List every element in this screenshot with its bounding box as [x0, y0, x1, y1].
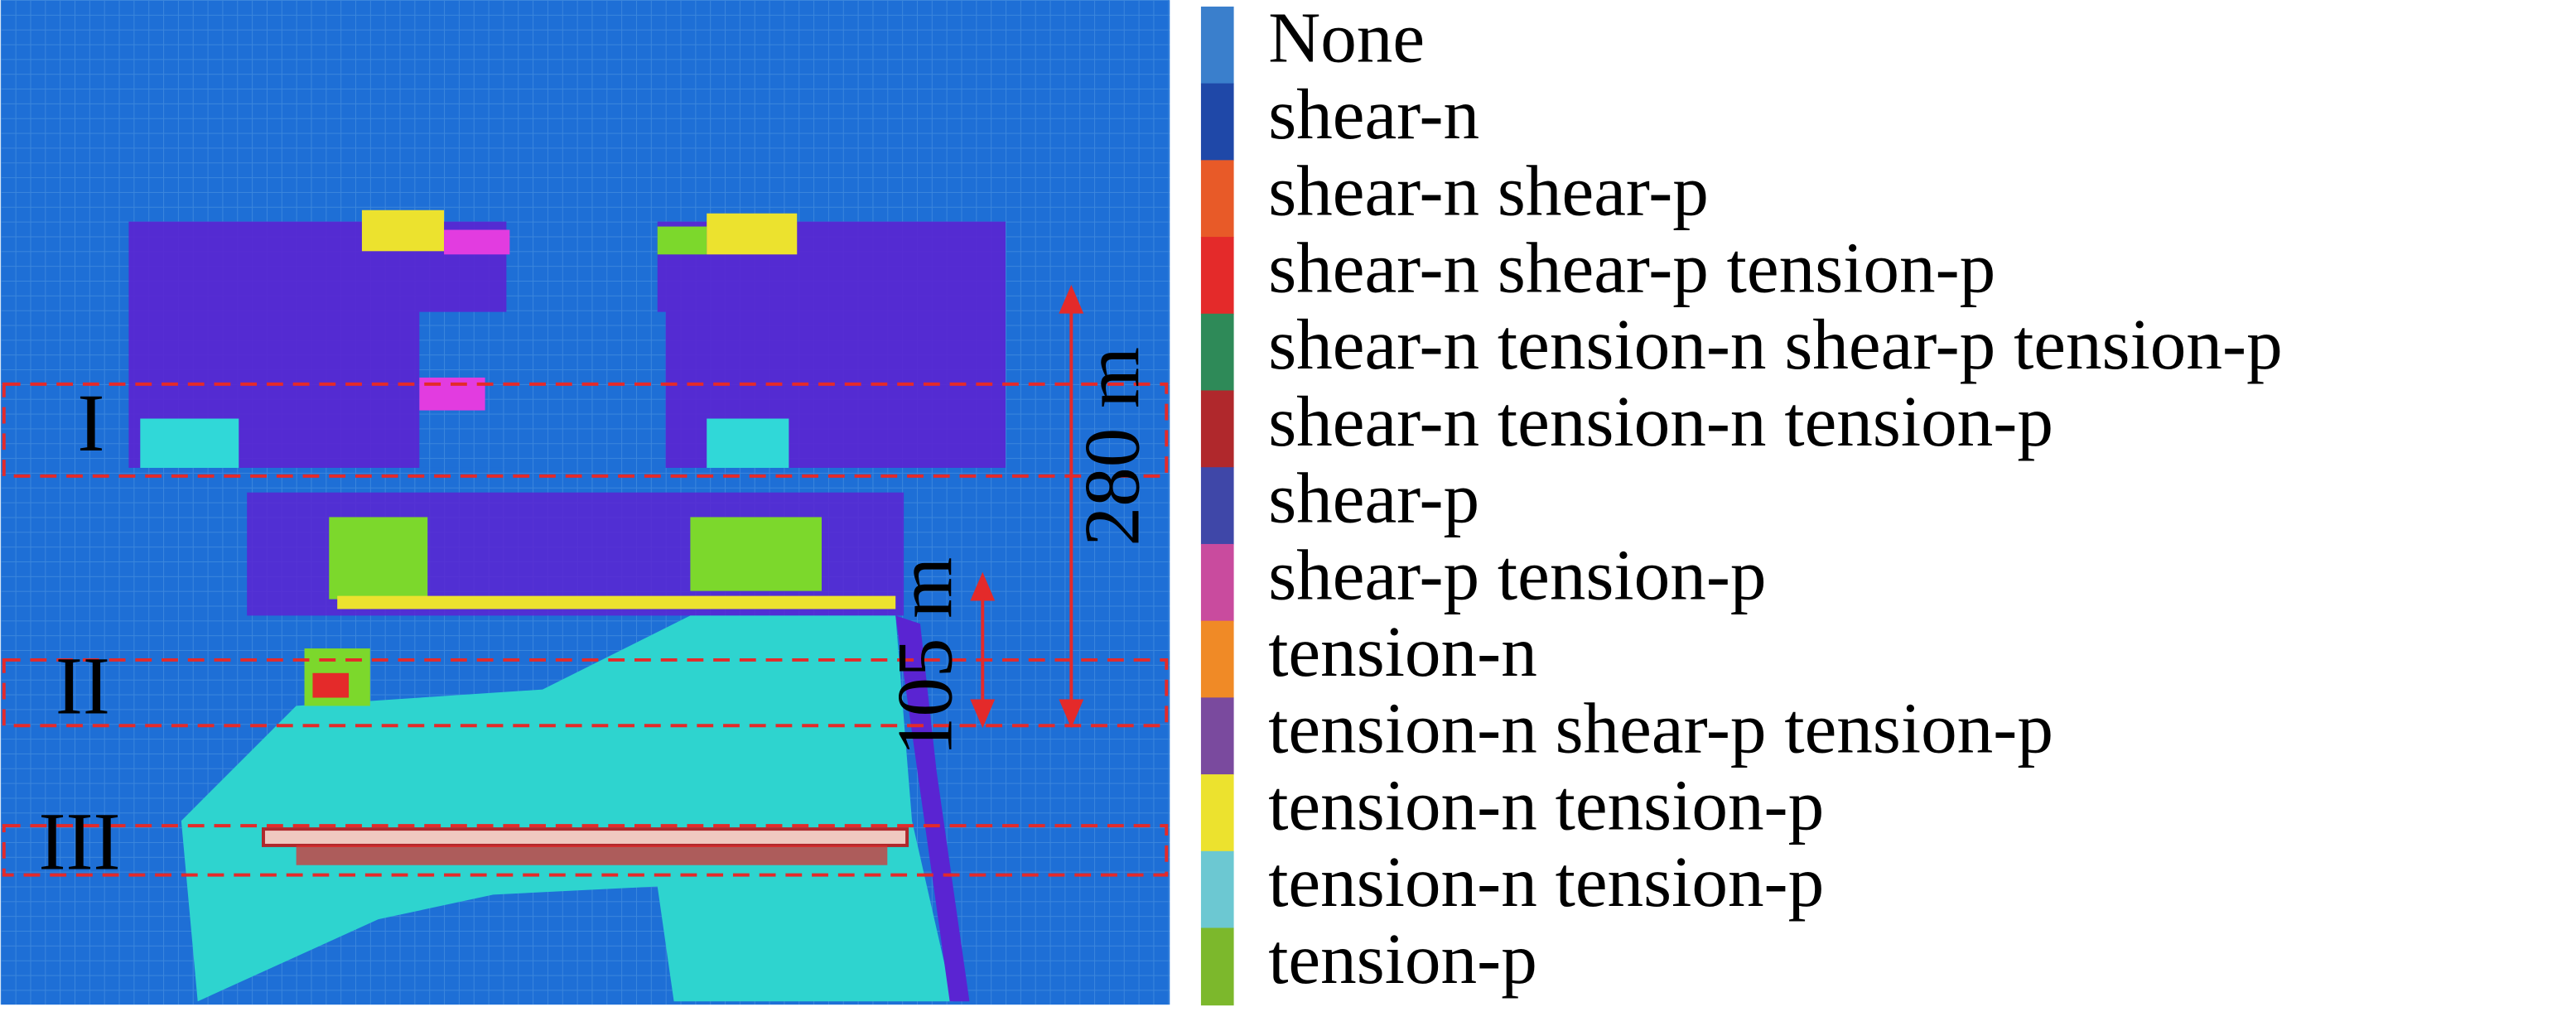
arrow-head — [970, 571, 996, 729]
legend-swatch — [1200, 467, 1234, 545]
plastic-zone — [361, 210, 445, 252]
zone-label: I — [77, 378, 104, 469]
plastic-zone — [657, 226, 707, 255]
legend-swatch — [1200, 160, 1234, 238]
legend-label: shear-n tension-n shear-p tension-p — [1268, 304, 2282, 384]
legend-label: tension-n shear-p tension-p — [1268, 688, 2053, 768]
legend-swatch — [1200, 543, 1234, 622]
dimension-label: 280 m — [1069, 347, 1156, 547]
legend-label: tension-n tension-p — [1268, 841, 1824, 922]
legend-label: tension-n tension-p — [1268, 764, 1824, 845]
legend-swatch — [1200, 850, 1234, 929]
legend-swatch — [1200, 390, 1234, 469]
plastic-zone — [312, 672, 350, 698]
legend-swatch — [1200, 620, 1234, 699]
legend-swatch — [1200, 697, 1234, 776]
contour-plot: I II III 280 m 105 m — [0, 0, 1170, 1005]
legend-swatch — [1200, 927, 1234, 1006]
legend-label: tension-n — [1268, 611, 1537, 691]
plastic-zone — [444, 229, 510, 255]
zone-label: III — [38, 797, 120, 888]
zone-box — [2, 658, 1169, 728]
plastic-zone — [296, 845, 888, 865]
legend-swatch — [1200, 6, 1234, 84]
legend-swatch — [1200, 313, 1234, 392]
plastic-zone — [707, 213, 798, 255]
plastic-zone — [337, 595, 896, 609]
legend-swatch — [1200, 774, 1234, 852]
plastic-zone — [895, 615, 970, 1002]
legend-label: shear-n shear-p tension-p — [1268, 227, 1995, 307]
plastic-zone — [181, 615, 953, 1002]
plastic-zone — [329, 517, 428, 600]
legend-label: shear-p tension-p — [1268, 534, 1766, 614]
legend-swatch — [1200, 237, 1234, 315]
legend-label: tension-p — [1268, 918, 1537, 999]
legend-label: shear-n tension-n tension-p — [1268, 381, 2053, 461]
roadway — [261, 827, 909, 847]
zone-box — [2, 824, 1169, 877]
legend-label: None — [1268, 0, 1425, 77]
legend-label: shear-p — [1268, 458, 1479, 538]
arrow-head — [1059, 284, 1084, 729]
zone-box — [2, 382, 1169, 478]
legend-swatch — [1200, 83, 1234, 161]
legend-label: shear-n shear-p — [1268, 151, 1709, 231]
plastic-zone — [140, 418, 239, 468]
dimension-label: 105 m — [881, 557, 969, 757]
plastic-zone — [707, 418, 789, 468]
plastic-zone — [690, 517, 822, 591]
zone-label: II — [55, 641, 110, 731]
legend-label: shear-n — [1268, 74, 1479, 154]
